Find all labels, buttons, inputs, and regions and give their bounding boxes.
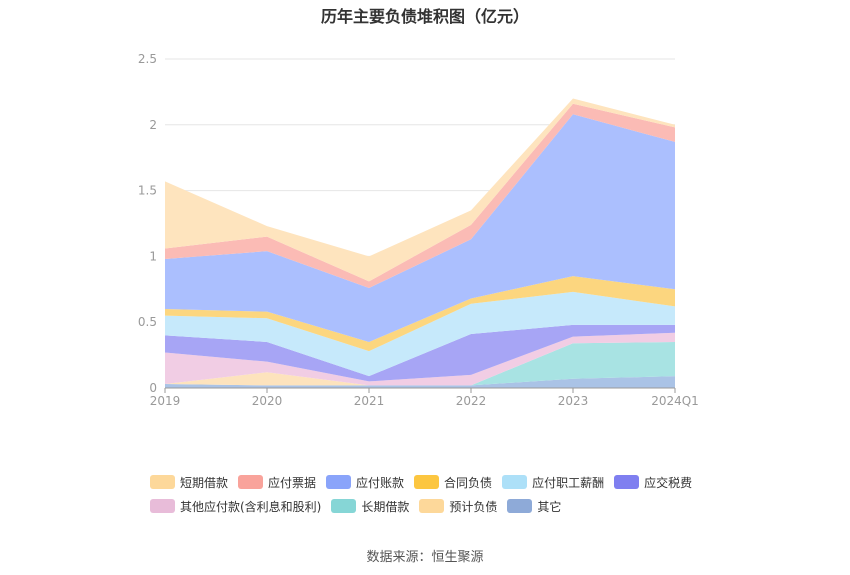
legend-item[interactable]: 应付票据: [238, 474, 316, 491]
x-tick-label: 2020: [252, 394, 283, 408]
area-series: [165, 276, 675, 352]
area-series: [165, 376, 675, 388]
legend-item[interactable]: 合同负债: [414, 474, 492, 491]
data-source-note: 数据来源：恒生聚源: [366, 550, 484, 565]
legend: 短期借款 应付票据 应付账款 合同负债 应付职工薪酬 应交税费 其他应付款(含利…: [150, 470, 710, 518]
x-tick-label: 2022: [456, 394, 487, 408]
chart-title: 历年主要负债堆积图（亿元）: [320, 7, 529, 26]
area-series: [165, 332, 675, 386]
legend-label: 其他应付款(含利息和股利): [180, 499, 322, 514]
y-tick-label: 0.5: [138, 315, 157, 329]
legend-item[interactable]: 其他应付款(含利息和股利): [150, 498, 321, 515]
x-tick-label: 2023: [558, 394, 589, 408]
legend-item[interactable]: 应交税费: [614, 474, 692, 491]
area-series: [165, 103, 675, 288]
legend-item[interactable]: 预计负债: [419, 498, 497, 515]
legend-swatch: [150, 475, 175, 489]
legend-swatch: [614, 475, 640, 489]
legend-label: 短期借款: [180, 475, 229, 490]
legend-label: 其它: [537, 499, 562, 514]
legend-item[interactable]: 应付职工薪酬: [502, 474, 604, 491]
legend-swatch: [326, 475, 352, 489]
legend-item[interactable]: 其它: [507, 498, 561, 515]
axes: 0 0.5 1 1.5 2 2.5 2019 2020 2021 2022 2023 2024Q1: [138, 52, 699, 408]
legend-row-2: 其他应付款(含利息和股利) 长期借款 预计负债 其它: [150, 494, 710, 518]
legend-label: 应付账款: [356, 475, 405, 490]
legend-swatch: [502, 475, 528, 489]
x-tick-label: 2024Q1: [651, 394, 699, 408]
legend-label: 长期借款: [361, 499, 410, 514]
legend-label: 应付票据: [268, 475, 317, 490]
x-tick-label: 2019: [150, 394, 181, 408]
legend-label: 合同负债: [444, 475, 493, 490]
legend-item[interactable]: 应付账款: [326, 474, 404, 491]
area-series: [165, 372, 675, 386]
legend-swatch: [414, 475, 440, 489]
legend-swatch: [331, 499, 357, 513]
legend-swatch: [507, 499, 533, 513]
x-tick-label: 2021: [354, 394, 385, 408]
legend-label: 应交税费: [644, 475, 693, 490]
y-tick-label: 0: [149, 381, 157, 395]
y-tick-label: 2.5: [138, 52, 157, 66]
legend-item[interactable]: 短期借款: [150, 474, 228, 491]
y-tick-label: 2: [149, 118, 157, 132]
legend-item[interactable]: 长期借款: [331, 498, 409, 515]
legend-label: 应付职工薪酬: [532, 475, 605, 490]
legend-swatch: [419, 499, 445, 513]
y-tick-label: 1: [149, 249, 157, 263]
area-series: [165, 324, 675, 382]
area-series: [165, 114, 675, 342]
y-tick-label: 1.5: [138, 184, 157, 198]
legend-row-1: 短期借款 应付票据 应付账款 合同负债 应付职工薪酬 应交税费: [150, 470, 710, 494]
legend-swatch: [238, 475, 264, 489]
area-series: [165, 98, 675, 282]
legend-label: 预计负债: [449, 499, 498, 514]
area-series-group: [165, 98, 675, 388]
area-series: [165, 341, 675, 386]
legend-swatch: [150, 499, 175, 513]
area-series: [165, 291, 675, 377]
